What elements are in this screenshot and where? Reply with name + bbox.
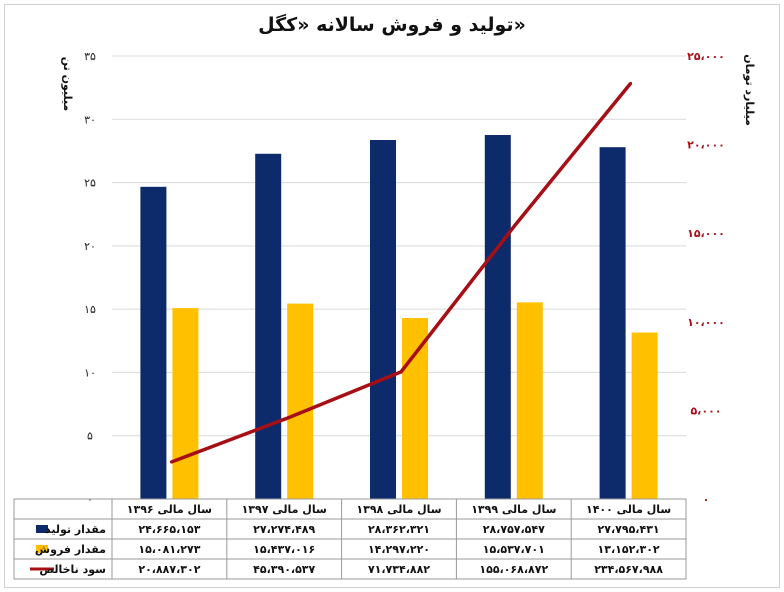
table-cell-value: ۲۴،۶۶۵،۱۵۳ [138,523,200,536]
right-axis-tick-label: ۱۵،۰۰۰ [687,227,725,240]
legend-swatch [36,545,48,553]
bar-production [484,135,511,500]
table-cell-value: ۲۷،۷۹۵،۴۳۱ [598,523,660,536]
left-axis-tick-label: ۳۰ [84,113,96,126]
point-gross-profit [629,81,633,85]
x-axis-category-label: سال مالی ۱۳۹۶ [127,503,212,516]
right-axis-tick-label: ۵،۰۰۰ [690,404,721,417]
table-cell-value: ۲۷،۲۷۴،۴۸۹ [253,523,315,536]
table-cell-value: ۱۵۵،۰۶۸،۸۷۲ [479,563,548,576]
right-axis-tick-label: ۲۵،۰۰۰ [687,50,725,63]
table-cell-value: ۲۳۴،۵۶۷،۹۸۸ [594,563,663,576]
table-cell-value: ۱۴،۲۹۷،۲۲۰ [368,543,430,556]
x-axis-category-label: سال مالی ۱۳۹۹ [471,503,556,516]
right-axis-label: میلیارد تومان [743,54,756,126]
left-axis-tick-label: ۱۰ [84,366,96,379]
right-axis-tick-label: ۰ [703,493,710,506]
table-cell-value: ۲۰،۸۸۷،۳۰۲ [138,563,200,576]
bar-sales [516,302,543,499]
bar-sales [172,308,199,499]
right-axis-tick-label: ۲۰،۰۰۰ [687,139,725,152]
point-gross-profit [399,370,403,374]
left-axis-tick-label: ۲۰ [84,240,96,253]
x-axis-category-label: سال مالی ۱۳۹۷ [242,503,327,516]
table-cell-value: ۱۳،۱۵۲،۳۰۲ [598,543,660,556]
bar-production [370,140,396,500]
table-cell-value: ۱۵،۵۳۷،۷۰۱ [483,543,545,556]
right-axis-tick-label: ۱۰،۰۰۰ [687,316,725,329]
left-axis-tick-label: ۱۵ [84,303,96,316]
point-gross-profit [169,460,173,464]
left-axis-tick-label: ۲۵ [84,177,96,190]
bar-sales [287,303,314,499]
table-cell-value: ۴۵،۳۹۰،۵۳۷ [253,563,315,576]
legend-series-name: سود ناخالص [39,563,106,576]
table-cell-value: ۲۸،۳۶۲،۳۲۱ [368,523,430,536]
left-axis-tick-label: ۳۵ [84,50,96,63]
table-cell-value: ۱۵،۰۸۱،۲۷۳ [138,543,200,556]
line-gross-profit [170,82,632,464]
point-gross-profit [284,417,288,421]
chart-title: تولید و فروش سالانه «کگل» [258,14,526,36]
left-axis-tick-label: ۵ [87,430,93,443]
bar-production [599,147,626,499]
bar-production [255,153,282,499]
legend-series-name: مقدار فروش [35,543,106,556]
x-axis-category-label: سال مالی ۱۴۰۰ [586,503,671,516]
legend-series-name: مقدار تولید [45,523,106,536]
bar-sales [402,318,428,499]
point-gross-profit [514,222,518,226]
x-axis-category-label: سال مالی ۱۳۹۸ [356,503,441,516]
legend-swatch [36,525,48,533]
bar-sales [631,332,658,499]
bar-production [140,186,167,499]
table-cell-value: ۲۸،۷۵۷،۵۴۷ [483,523,545,536]
table-cell-value: ۷۱،۷۳۴،۸۸۲ [368,563,430,576]
table-cell-value: ۱۵،۴۳۷،۰۱۶ [253,543,315,556]
left-axis-label: میلیون تن [61,57,74,111]
